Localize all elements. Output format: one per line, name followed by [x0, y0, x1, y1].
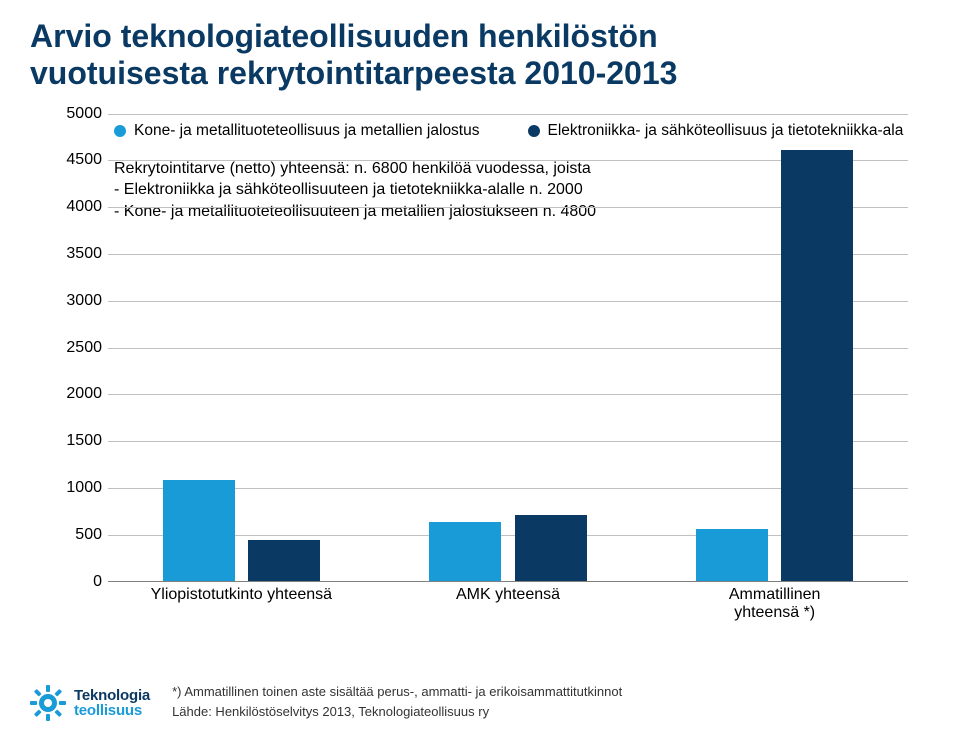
y-axis-tick: 3000 — [42, 292, 102, 310]
legend-item-1: Kone- ja metallituoteteollisuus ja metal… — [114, 122, 480, 140]
x-axis-tick: Yliopistotutkinto yhteensä — [151, 586, 332, 604]
footnote-line: Lähde: Henkilöstöselvitys 2013, Teknolog… — [172, 702, 622, 722]
bar — [248, 540, 320, 580]
y-axis-tick: 1500 — [42, 432, 102, 450]
bar-chart: Kone- ja metallituoteteollisuus ja metal… — [30, 114, 930, 619]
bar — [781, 150, 853, 581]
annotation-line: - Kone- ja metallituoteteollisuuteen ja … — [114, 201, 596, 223]
y-axis-tick: 4000 — [42, 198, 102, 216]
y-axis-tick: 1000 — [42, 479, 102, 497]
y-axis-tick: 2500 — [42, 339, 102, 357]
annotation-line: - Elektroniikka ja sähköteollisuuteen ja… — [114, 179, 596, 201]
logo: Teknologia teollisuus — [30, 685, 150, 721]
legend-dot-icon — [528, 125, 540, 137]
y-axis-tick: 3500 — [42, 245, 102, 263]
y-axis-tick: 0 — [42, 573, 102, 591]
logo-line-2: teollisuus — [74, 703, 150, 718]
logo-text: Teknologia teollisuus — [74, 688, 150, 718]
y-axis-tick: 2000 — [42, 385, 102, 403]
chart-title: Arvio teknologiateollisuuden henkilöstön… — [30, 18, 930, 92]
page: Arvio teknologiateollisuuden henkilöstön… — [0, 0, 960, 735]
y-axis-tick: 5000 — [42, 105, 102, 123]
gear-icon — [30, 685, 66, 721]
x-axis-tick: AMK yhteensä — [456, 586, 560, 604]
y-axis-tick: 500 — [42, 526, 102, 544]
chart-legend: Kone- ja metallituoteteollisuus ja metal… — [114, 122, 903, 140]
y-axis-tick: 4500 — [42, 151, 102, 169]
legend-dot-icon — [114, 125, 126, 137]
chart-annotation: Rekrytointitarve (netto) yhteensä: n. 68… — [114, 158, 596, 223]
legend-label: Elektroniikka- ja sähköteollisuus ja tie… — [548, 122, 904, 140]
legend-label: Kone- ja metallituoteteollisuus ja metal… — [134, 122, 480, 140]
legend-item-2: Elektroniikka- ja sähköteollisuus ja tie… — [528, 122, 904, 140]
x-axis-tick: Ammatillinen yhteensä *) — [697, 586, 852, 622]
bar — [429, 522, 501, 581]
bar — [515, 515, 587, 581]
bar — [163, 480, 235, 581]
page-footer: Teknologia teollisuus *) Ammatillinen to… — [30, 682, 930, 721]
logo-line-1: Teknologia — [74, 688, 150, 703]
footer-notes: *) Ammatillinen toinen aste sisältää per… — [172, 682, 622, 721]
footnote-line: *) Ammatillinen toinen aste sisältää per… — [172, 682, 622, 702]
title-line-1: Arvio teknologiateollisuuden henkilöstön — [30, 18, 930, 55]
plot-area: Kone- ja metallituoteteollisuus ja metal… — [108, 114, 908, 582]
gridline — [108, 114, 908, 115]
bar — [696, 529, 768, 580]
title-line-2: vuotuisesta rekrytointitarpeesta 2010-20… — [30, 55, 930, 92]
